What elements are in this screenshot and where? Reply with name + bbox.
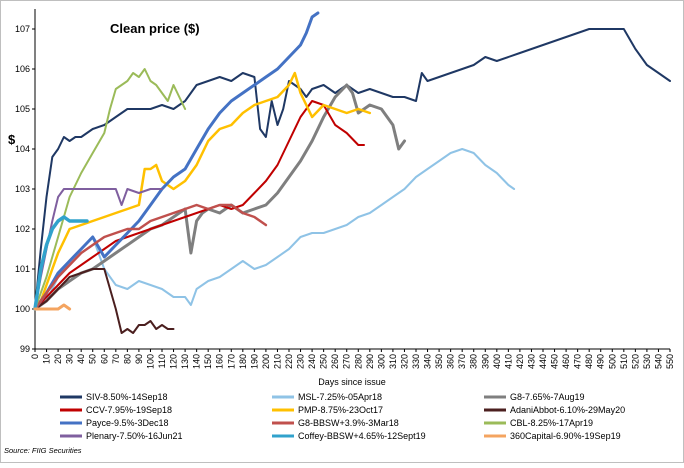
chart-title: Clean price ($) xyxy=(110,21,200,36)
series-line-12 xyxy=(33,303,72,311)
x-tick-label: 260 xyxy=(330,354,340,369)
x-tick-label: 220 xyxy=(284,354,294,369)
x-tick-label: 330 xyxy=(411,354,421,369)
x-tick-label: 90 xyxy=(134,354,144,364)
x-tick-label: 280 xyxy=(353,354,363,369)
series-group xyxy=(33,11,671,334)
legend-label-6: AdaniAbbot-6.10%-29May20 xyxy=(510,405,625,415)
x-tick-label: 240 xyxy=(307,354,317,369)
x-tick-label: 410 xyxy=(503,354,513,369)
legend-label-2: MSL-7.25%-05Apr18 xyxy=(298,392,382,402)
y-tick-label: 100 xyxy=(15,304,30,314)
series-line-2 xyxy=(34,148,516,310)
x-tick-label: 70 xyxy=(111,354,121,364)
x-tick-label: 190 xyxy=(249,354,259,369)
series-line-11 xyxy=(33,215,89,311)
x-tick-label: 270 xyxy=(342,354,352,369)
y-tick-label: 104 xyxy=(15,144,30,154)
x-tick-label: 140 xyxy=(192,354,202,369)
y-tick-label: 107 xyxy=(15,24,30,34)
x-tick-label: 30 xyxy=(65,354,75,364)
legend-label-7: Payce-9.5%-3Dec18 xyxy=(86,418,169,428)
legend-label-10: Plenary-7.50%-16Jun21 xyxy=(86,431,183,441)
x-tick-label: 540 xyxy=(653,354,663,369)
legend-label-1: SIV-8.50%-14Sep18 xyxy=(86,392,168,402)
x-tick-label: 310 xyxy=(388,354,398,369)
x-tick-label: 550 xyxy=(665,354,675,369)
series-line-6 xyxy=(34,268,175,334)
legend: SIV-8.50%-14Sep18 MSL-7.25%-05Apr18 G8-7.6… xyxy=(60,392,625,441)
legend-label-9: CBL-8.25%-17Apr19 xyxy=(510,418,593,428)
x-tick-label: 430 xyxy=(526,354,536,369)
x-tick-label: 470 xyxy=(573,354,583,369)
x-tick-label: 290 xyxy=(365,354,375,369)
y-tick-label: 106 xyxy=(15,64,30,74)
x-tick-label: 200 xyxy=(261,354,271,369)
x-tick-label: 120 xyxy=(169,354,179,369)
x-tick-label: 50 xyxy=(88,354,98,364)
x-tick-label: 350 xyxy=(434,354,444,369)
x-tick-label: 390 xyxy=(480,354,490,369)
x-tick-label: 210 xyxy=(272,354,282,369)
x-tick-label: 440 xyxy=(538,354,548,369)
x-tick-label: 60 xyxy=(99,354,109,364)
series-line-3 xyxy=(33,83,406,311)
x-tick-label: 110 xyxy=(157,354,167,368)
legend-label-5: PMP-8.75%-23Oct17 xyxy=(298,405,383,415)
series-line-5 xyxy=(33,71,372,311)
legend-label-12: 360Capital-6.90%-19Sep19 xyxy=(510,431,621,441)
x-tick-label: 530 xyxy=(642,354,652,369)
x-axis-label: Days since issue xyxy=(318,377,386,387)
x-tick-label: 360 xyxy=(446,354,456,369)
series-line-8 xyxy=(33,203,268,311)
axes: 99 100 101 102 103 104 105 106 107 0 10 20 30 40 50 60 7… xyxy=(15,9,675,369)
x-tick-label: 80 xyxy=(122,354,132,364)
y-tick-label: 102 xyxy=(15,224,30,234)
x-tick-label: 320 xyxy=(399,354,409,369)
x-tick-label: 420 xyxy=(515,354,525,369)
y-axis-label: $ xyxy=(8,132,16,147)
x-tick-label: 150 xyxy=(203,354,213,369)
legend-label-4: CCV-7.95%-19Sep18 xyxy=(86,405,172,415)
y-tick-label: 101 xyxy=(15,264,30,274)
x-tick-label: 340 xyxy=(423,354,433,369)
x-tick-label: 100 xyxy=(145,354,155,369)
legend-label-8: G8-BBSW+3.9%-3Mar18 xyxy=(298,418,399,428)
y-tick-label: 99 xyxy=(20,344,30,354)
legend-label-3: G8-7.65%-7Aug19 xyxy=(510,392,585,402)
x-tick-label: 180 xyxy=(238,354,248,369)
x-tick-label: 230 xyxy=(296,354,306,369)
x-tick-label: 40 xyxy=(76,354,86,364)
source-note: Source: FIIG Securities xyxy=(4,446,82,455)
x-tick-label: 370 xyxy=(457,354,467,369)
x-tick-label: 460 xyxy=(561,354,571,369)
y-tick-label: 103 xyxy=(15,184,30,194)
x-tick-label: 510 xyxy=(619,354,629,369)
x-tick-label: 10 xyxy=(42,354,52,364)
x-tick-label: 0 xyxy=(30,354,40,359)
x-tick-label: 250 xyxy=(319,354,329,369)
series-line-4 xyxy=(34,100,365,310)
x-tick-label: 500 xyxy=(607,354,617,369)
x-tick-label: 450 xyxy=(550,354,560,369)
x-tick-label: 20 xyxy=(53,354,63,364)
series-line-7 xyxy=(33,11,320,311)
x-tick-label: 490 xyxy=(596,354,606,369)
x-tick-label: 160 xyxy=(215,354,225,369)
x-tick-label: 520 xyxy=(630,354,640,369)
x-tick-label: 400 xyxy=(492,354,502,369)
x-tick-label: 130 xyxy=(180,354,190,369)
x-tick-label: 170 xyxy=(226,354,236,369)
y-tick-label: 105 xyxy=(15,104,30,114)
x-tick-label: 380 xyxy=(469,354,479,369)
legend-label-11: Coffey-BBSW+4.65%-12Sept19 xyxy=(298,431,426,441)
x-tick-label: 480 xyxy=(584,354,594,369)
x-tick-label: 300 xyxy=(376,354,386,369)
